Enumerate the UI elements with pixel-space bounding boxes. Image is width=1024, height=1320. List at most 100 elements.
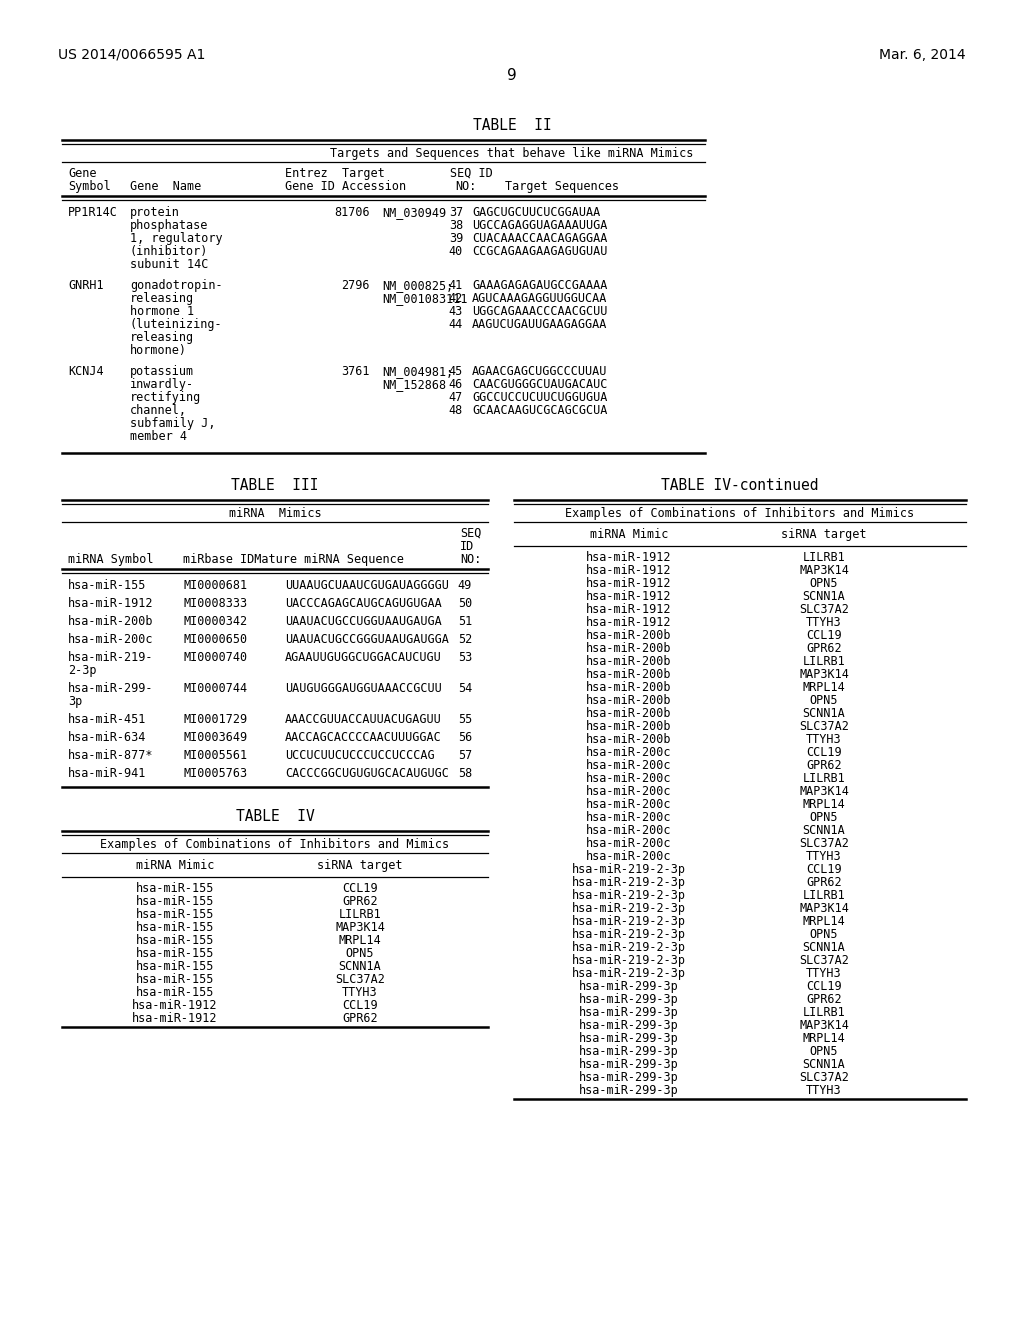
- Text: 44: 44: [449, 318, 463, 331]
- Text: channel,: channel,: [130, 404, 187, 417]
- Text: Gene  Name: Gene Name: [130, 180, 202, 193]
- Text: hsa-miR-200b: hsa-miR-200b: [587, 719, 672, 733]
- Text: siRNA target: siRNA target: [781, 528, 866, 541]
- Text: potassium: potassium: [130, 366, 195, 378]
- Text: TABLE  III: TABLE III: [231, 478, 318, 492]
- Text: phosphatase: phosphatase: [130, 219, 208, 232]
- Text: MAP3K14: MAP3K14: [799, 668, 849, 681]
- Text: 56: 56: [458, 731, 472, 744]
- Text: PP1R14C: PP1R14C: [68, 206, 118, 219]
- Text: hsa-miR-299-3p: hsa-miR-299-3p: [580, 1084, 679, 1097]
- Text: hsa-miR-1912: hsa-miR-1912: [68, 597, 154, 610]
- Text: SCNN1A: SCNN1A: [803, 590, 846, 603]
- Text: GCAACAAGUCGCAGCGCUA: GCAACAAGUCGCAGCGCUA: [472, 404, 607, 417]
- Text: 58: 58: [458, 767, 472, 780]
- Text: MI0003649: MI0003649: [183, 731, 247, 744]
- Text: SLC37A2: SLC37A2: [799, 1071, 849, 1084]
- Text: ID: ID: [460, 540, 474, 553]
- Text: 39: 39: [449, 232, 463, 246]
- Text: 37: 37: [449, 206, 463, 219]
- Text: TTYH3: TTYH3: [806, 1084, 842, 1097]
- Text: CUACAAACCAACAGAGGAA: CUACAAACCAACAGAGGAA: [472, 232, 607, 246]
- Text: UUAAUGCUAAUCGUGAUAGGGGU: UUAAUGCUAAUCGUGAUAGGGGU: [285, 579, 449, 591]
- Text: hsa-miR-299-3p: hsa-miR-299-3p: [580, 1059, 679, 1071]
- Text: Targets and Sequences that behave like miRNA Mimics: Targets and Sequences that behave like m…: [331, 147, 693, 160]
- Text: hsa-miR-155: hsa-miR-155: [136, 908, 214, 921]
- Text: hsa-miR-200c: hsa-miR-200c: [587, 746, 672, 759]
- Text: SLC37A2: SLC37A2: [799, 719, 849, 733]
- Text: rectifying: rectifying: [130, 391, 202, 404]
- Text: 48: 48: [449, 404, 463, 417]
- Text: inwardly-: inwardly-: [130, 378, 195, 391]
- Text: hsa-miR-877*: hsa-miR-877*: [68, 748, 154, 762]
- Text: hsa-miR-219-2-3p: hsa-miR-219-2-3p: [572, 928, 686, 941]
- Text: OPN5: OPN5: [810, 694, 839, 708]
- Text: NM_152868: NM_152868: [382, 378, 446, 391]
- Text: hsa-miR-155: hsa-miR-155: [136, 921, 214, 935]
- Text: AGUCAAAGAGGUUGGUCAA: AGUCAAAGAGGUUGGUCAA: [472, 292, 607, 305]
- Text: subfamily J,: subfamily J,: [130, 417, 215, 430]
- Text: hsa-miR-941: hsa-miR-941: [68, 767, 146, 780]
- Text: MRPL14: MRPL14: [339, 935, 381, 946]
- Text: UCCUCUUCUCCCUCCUCCCAG: UCCUCUUCUCCCUCCUCCCAG: [285, 748, 434, 762]
- Text: hsa-miR-155: hsa-miR-155: [136, 960, 214, 973]
- Text: NM_004981;: NM_004981;: [382, 366, 454, 378]
- Text: MRPL14: MRPL14: [803, 915, 846, 928]
- Text: hsa-miR-155: hsa-miR-155: [136, 895, 214, 908]
- Text: LILRB1: LILRB1: [803, 1006, 846, 1019]
- Text: hsa-miR-299-3p: hsa-miR-299-3p: [580, 1071, 679, 1084]
- Text: 43: 43: [449, 305, 463, 318]
- Text: OPN5: OPN5: [810, 1045, 839, 1059]
- Text: hsa-miR-299-3p: hsa-miR-299-3p: [580, 979, 679, 993]
- Text: CCL19: CCL19: [806, 630, 842, 642]
- Text: MI0000650: MI0000650: [183, 634, 247, 645]
- Text: hsa-miR-219-: hsa-miR-219-: [68, 651, 154, 664]
- Text: OPN5: OPN5: [810, 928, 839, 941]
- Text: UAAUACUGCCUGGUAAUGAUGA: UAAUACUGCCUGGUAAUGAUGA: [285, 615, 441, 628]
- Text: GPR62: GPR62: [806, 642, 842, 655]
- Text: hsa-miR-200c: hsa-miR-200c: [587, 772, 672, 785]
- Text: hsa-miR-299-3p: hsa-miR-299-3p: [580, 993, 679, 1006]
- Text: siRNA target: siRNA target: [317, 859, 402, 873]
- Text: 55: 55: [458, 713, 472, 726]
- Text: MI0000744: MI0000744: [183, 682, 247, 696]
- Text: 1, regulatory: 1, regulatory: [130, 232, 222, 246]
- Text: hsa-miR-1912: hsa-miR-1912: [587, 550, 672, 564]
- Text: hsa-miR-219-2-3p: hsa-miR-219-2-3p: [572, 915, 686, 928]
- Text: AAGUCUGAUUGAAGAGGAA: AAGUCUGAUUGAAGAGGAA: [472, 318, 607, 331]
- Text: AGAAUUGUGGCUGGACAUCUGU: AGAAUUGUGGCUGGACAUCUGU: [285, 651, 441, 664]
- Text: Mar. 6, 2014: Mar. 6, 2014: [880, 48, 966, 62]
- Text: MAP3K14: MAP3K14: [335, 921, 385, 935]
- Text: hsa-miR-200c: hsa-miR-200c: [587, 837, 672, 850]
- Text: GAGCUGCUUCUCGGAUAA: GAGCUGCUUCUCGGAUAA: [472, 206, 600, 219]
- Text: MI0005561: MI0005561: [183, 748, 247, 762]
- Text: CCGCAGAAGAAGAGUGUAU: CCGCAGAAGAAGAGUGUAU: [472, 246, 607, 257]
- Text: 47: 47: [449, 391, 463, 404]
- Text: SCNN1A: SCNN1A: [803, 1059, 846, 1071]
- Text: hsa-miR-1912: hsa-miR-1912: [587, 603, 672, 616]
- Text: miRNA Symbol: miRNA Symbol: [68, 553, 154, 566]
- Text: 51: 51: [458, 615, 472, 628]
- Text: Symbol: Symbol: [68, 180, 111, 193]
- Text: hormone): hormone): [130, 345, 187, 356]
- Text: 54: 54: [458, 682, 472, 696]
- Text: SLC37A2: SLC37A2: [799, 837, 849, 850]
- Text: hsa-miR-155: hsa-miR-155: [136, 946, 214, 960]
- Text: (luteinizing-: (luteinizing-: [130, 318, 222, 331]
- Text: UAAUACUGCCGGGUAAUGAUGGA: UAAUACUGCCGGGUAAUGAUGGA: [285, 634, 449, 645]
- Text: US 2014/0066595 A1: US 2014/0066595 A1: [58, 48, 206, 62]
- Text: NM_030949: NM_030949: [382, 206, 446, 219]
- Text: hsa-miR-299-3p: hsa-miR-299-3p: [580, 1006, 679, 1019]
- Text: GPR62: GPR62: [806, 876, 842, 888]
- Text: MAP3K14: MAP3K14: [799, 902, 849, 915]
- Text: MAP3K14: MAP3K14: [799, 1019, 849, 1032]
- Text: AGAACGAGCUGGCCCUUAU: AGAACGAGCUGGCCCUUAU: [472, 366, 607, 378]
- Text: CCL19: CCL19: [342, 999, 378, 1012]
- Text: gonadotropin-: gonadotropin-: [130, 279, 222, 292]
- Text: MAP3K14: MAP3K14: [799, 564, 849, 577]
- Text: GPR62: GPR62: [806, 993, 842, 1006]
- Text: 40: 40: [449, 246, 463, 257]
- Text: TABLE IV-continued: TABLE IV-continued: [662, 478, 819, 492]
- Text: TABLE  II: TABLE II: [473, 117, 551, 133]
- Text: MI0000681: MI0000681: [183, 579, 247, 591]
